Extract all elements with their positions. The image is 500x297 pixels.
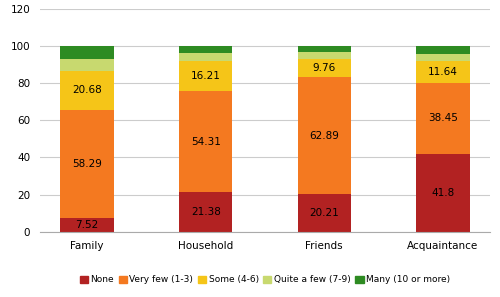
Bar [416, 83, 470, 154]
Text: 38.45: 38.45 [428, 113, 458, 123]
Bar [416, 54, 470, 61]
Legend: None, Very few (1-3), Some (4-6), Quite a few (7-9), Many (10 or more): None, Very few (1-3), Some (4-6), Quite … [76, 272, 454, 288]
Bar [179, 53, 233, 61]
Text: 9.76: 9.76 [312, 63, 336, 73]
Text: 7.52: 7.52 [76, 220, 99, 230]
Text: 11.64: 11.64 [428, 67, 458, 77]
Bar [60, 46, 114, 59]
Bar [298, 52, 351, 59]
Text: 41.8: 41.8 [431, 188, 454, 198]
Text: 20.68: 20.68 [72, 85, 102, 95]
Bar [60, 110, 114, 218]
Bar [60, 71, 114, 110]
Text: 21.38: 21.38 [191, 207, 220, 217]
Bar [60, 59, 114, 71]
Bar [179, 46, 233, 53]
Bar [60, 218, 114, 232]
Text: 20.21: 20.21 [310, 208, 339, 218]
Text: 62.89: 62.89 [310, 131, 339, 141]
Text: 16.21: 16.21 [191, 71, 220, 81]
Bar [298, 194, 351, 232]
Bar [298, 46, 351, 52]
Bar [179, 61, 233, 91]
Bar [416, 46, 470, 54]
Bar [298, 78, 351, 194]
Text: 54.31: 54.31 [191, 137, 220, 146]
Bar [416, 61, 470, 83]
Text: 58.29: 58.29 [72, 159, 102, 169]
Bar [179, 91, 233, 192]
Bar [416, 154, 470, 232]
Bar [179, 192, 233, 232]
Bar [298, 59, 351, 78]
